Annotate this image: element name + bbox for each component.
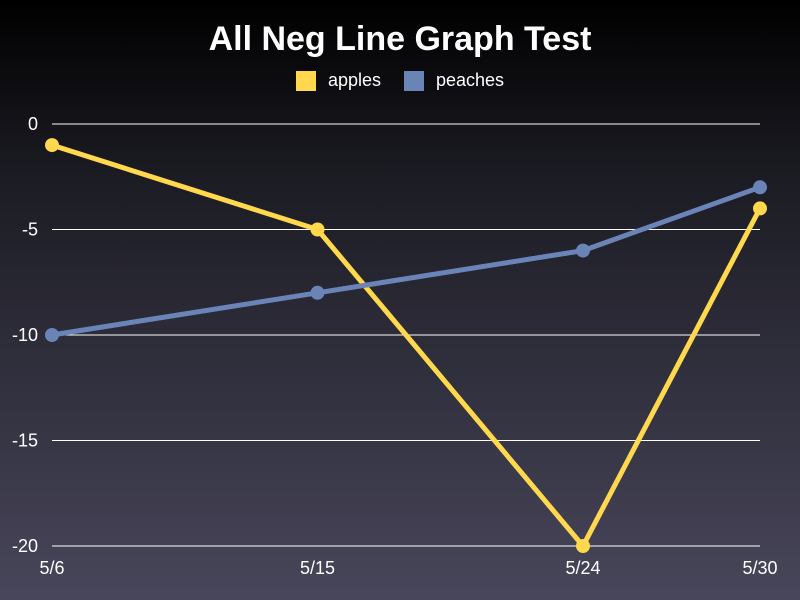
point-peaches xyxy=(310,285,325,300)
chart-title: All Neg Line Graph Test xyxy=(208,20,592,58)
legend-item-peaches: peaches xyxy=(404,70,504,91)
point-peaches xyxy=(753,180,767,195)
x-tick-label: 5/6 xyxy=(39,558,64,578)
point-apples xyxy=(753,201,767,216)
y-tick-label: -5 xyxy=(22,220,38,240)
x-tick-label: 5/30 xyxy=(742,558,777,578)
point-apples xyxy=(45,138,59,153)
series-line-apples xyxy=(51,142,763,549)
point-apples xyxy=(576,539,590,553)
y-tick-label: -20 xyxy=(12,536,38,556)
legend: apples peaches xyxy=(0,70,800,96)
x-tick-label: 5/24 xyxy=(565,558,600,578)
y-tick-label: 0 xyxy=(28,114,38,134)
y-tick-label: -10 xyxy=(12,325,38,345)
point-peaches xyxy=(45,328,59,342)
point-apples xyxy=(310,222,325,237)
legend-swatch-apples xyxy=(295,70,316,91)
legend-label-peaches: peaches xyxy=(436,70,505,90)
series-line-peaches xyxy=(51,184,761,338)
point-peaches xyxy=(576,243,590,258)
legend-item-apples: apples xyxy=(295,70,381,91)
legend-swatch-peaches xyxy=(404,70,424,91)
legend-label-apples: apples xyxy=(327,70,381,90)
x-tick-label: 5/15 xyxy=(300,558,335,578)
y-tick-label: -15 xyxy=(12,431,38,451)
